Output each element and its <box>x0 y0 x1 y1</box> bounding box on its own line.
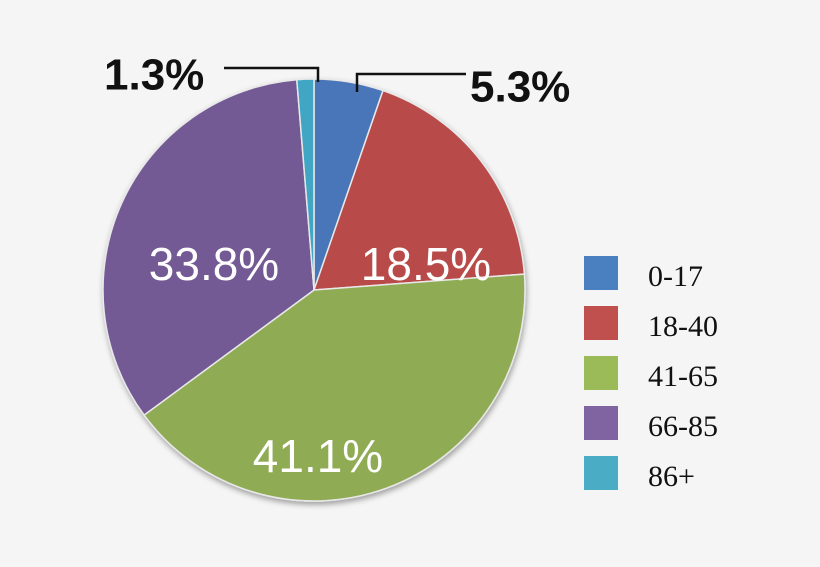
pie-slices <box>102 78 526 502</box>
slice-value-label-0-17: 5.3% <box>470 63 570 112</box>
legend-item-41-65: 41-65 <box>584 356 784 406</box>
callout-line-86plus <box>224 66 320 82</box>
pie-slice-66-85 <box>102 78 315 417</box>
legend-item-18-40: 18-40 <box>584 306 784 356</box>
legend-swatch <box>584 306 618 340</box>
legend-label: 66-85 <box>648 410 718 443</box>
legend-swatch <box>584 406 618 440</box>
legend-label: 0-17 <box>648 260 703 293</box>
legend-swatch <box>584 256 618 290</box>
slice-value-label-86plus: 1.3% <box>104 51 204 100</box>
legend-swatch <box>584 456 618 490</box>
legend-label: 86+ <box>648 460 695 493</box>
pie-labels: 5.3% 18.5% 41.1% 33.8% 1.3% <box>104 51 570 483</box>
legend-item-0-17: 0-17 <box>584 256 784 306</box>
legend-item-86plus: 86+ <box>584 456 784 506</box>
pie-slice-86plus <box>295 78 315 291</box>
slice-value-label-18-40: 18.5% <box>361 238 491 290</box>
slice-value-label-66-85: 33.8% <box>149 238 279 290</box>
legend-label: 41-65 <box>648 360 718 393</box>
legend-label: 18-40 <box>648 310 718 343</box>
pie-slice-18-40 <box>312 89 526 291</box>
callout-line-0-17 <box>355 72 466 92</box>
legend-item-66-85: 66-85 <box>584 406 784 456</box>
legend-swatch <box>584 356 618 390</box>
slice-value-label-41-65: 41.1% <box>253 430 383 482</box>
legend: 0-17 18-40 41-65 66-85 86+ <box>584 256 784 506</box>
pie-slice-41-65 <box>143 273 526 502</box>
